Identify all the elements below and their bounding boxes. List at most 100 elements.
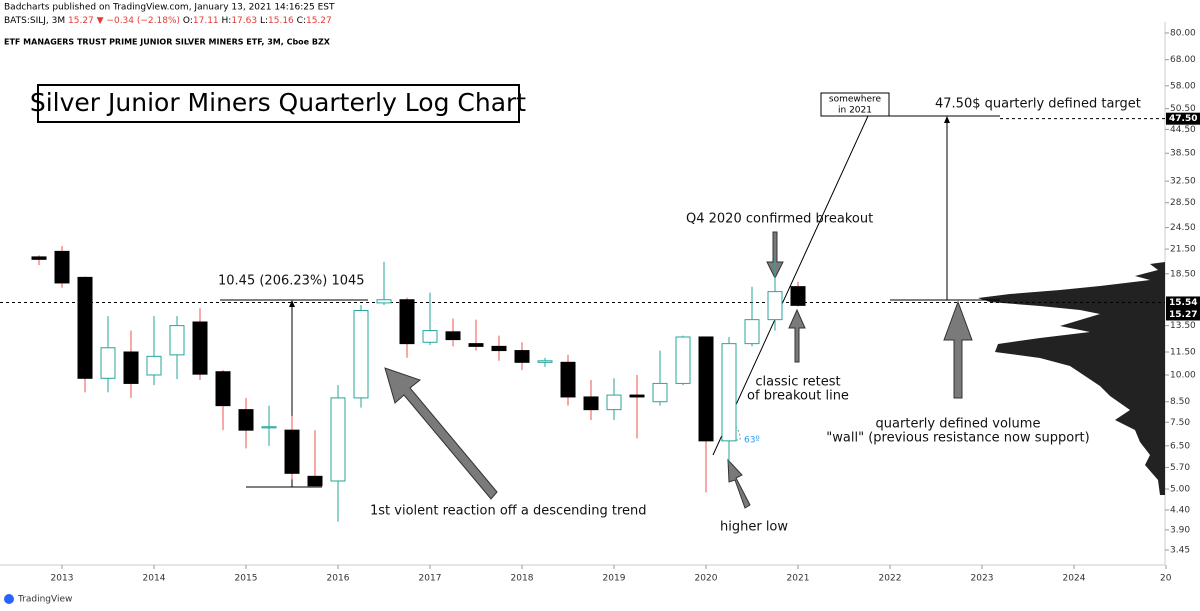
price-label: 15.54 <box>1169 298 1197 308</box>
candle-body <box>261 426 277 429</box>
drawings <box>220 115 1000 509</box>
candle-body <box>491 345 507 352</box>
y-tick-label: 50.50 <box>1170 104 1196 114</box>
x-tick-label: 2020 <box>695 574 718 584</box>
y-tick-label: 11.50 <box>1170 347 1196 357</box>
x-tick-label: 2021 <box>787 574 810 584</box>
symbol-line: BATS:SILJ, 3M 15.27 ▼ −0.34 (−2.18%) O:1… <box>4 16 332 26</box>
candle-body <box>123 351 139 384</box>
wall-arrow <box>943 300 973 399</box>
target-head <box>944 116 950 123</box>
candle-body <box>675 336 691 384</box>
x-tick-label: 2016 <box>327 574 350 584</box>
y-tick-label: 10.00 <box>1170 370 1196 380</box>
candle-body <box>629 394 645 398</box>
candle-body <box>445 331 461 341</box>
x-tick-label: 2023 <box>971 574 994 584</box>
header-part: 17.63 <box>231 16 257 26</box>
candle-body <box>238 409 254 431</box>
candle-body <box>652 382 668 403</box>
x-tick-label: 2013 <box>51 574 74 584</box>
y-tick-label: 4.40 <box>1170 506 1190 516</box>
trend-line <box>712 115 869 456</box>
candle-body <box>307 475 323 487</box>
header-part: L: <box>260 16 268 26</box>
x-tick-label: 2017 <box>419 574 442 584</box>
brand: TradingView <box>17 595 72 605</box>
annotation: in 2021 <box>838 106 872 116</box>
title-box <box>37 84 520 123</box>
candle-body <box>54 250 70 284</box>
y-tick-label: 38.50 <box>1170 149 1196 159</box>
y-tick-label: 18.50 <box>1170 269 1196 279</box>
y-tick-label: 13.50 <box>1170 321 1196 331</box>
brand-logo <box>4 594 14 604</box>
x-tick-label: 2022 <box>879 574 902 584</box>
candle-body <box>330 397 346 482</box>
measure-head <box>289 300 295 307</box>
header-part: H: <box>222 16 232 26</box>
candle-body <box>284 429 300 474</box>
y-tick-label: 44.50 <box>1170 125 1196 135</box>
y-tick-label: 7.50 <box>1170 418 1190 428</box>
publisher: Badcharts published on TradingView.com, … <box>4 3 335 13</box>
y-tick-label: 32.50 <box>1170 177 1196 187</box>
price-label: 15.27 <box>1169 310 1197 320</box>
y-tick-label: 5.70 <box>1170 463 1190 473</box>
y-tick-label: 8.50 <box>1170 397 1190 407</box>
somewhere-box <box>820 92 890 117</box>
x-tick-label: 2019 <box>603 574 626 584</box>
header-part: 15.27 <box>68 16 94 26</box>
candle-body <box>744 319 760 345</box>
candle-body <box>606 394 622 411</box>
higher-low-arrow <box>727 458 751 509</box>
annotation: of breakout line <box>747 389 849 404</box>
annotation: somewhere <box>829 95 882 105</box>
candle-body <box>790 286 806 306</box>
big-arrow <box>384 367 498 500</box>
candle-body <box>215 371 231 407</box>
candle-body <box>399 299 415 345</box>
candle-body <box>77 276 93 379</box>
y-tick-label: 3.45 <box>1170 546 1190 556</box>
header-part: O: <box>183 16 193 26</box>
annotation: 63º <box>744 436 760 446</box>
annotation: classic retest <box>755 375 840 390</box>
annotation: quarterly defined volume <box>876 417 1041 432</box>
annotation: higher low <box>720 520 788 535</box>
x-tick-label: 20 <box>1160 574 1172 584</box>
y-tick-label: 5.00 <box>1170 484 1190 494</box>
annotation: "wall" (previous resistance now support) <box>826 431 1089 446</box>
retest-arrow <box>788 308 806 363</box>
candle-body <box>767 291 783 321</box>
annotation: Q4 2020 confirmed breakout <box>686 212 873 227</box>
candle-body <box>583 396 599 411</box>
candle-body <box>100 347 116 379</box>
candle-body <box>376 299 392 304</box>
annotation: 10.45 (206.23%) 1045 <box>218 274 365 289</box>
candle-body <box>422 330 438 343</box>
price-label-box <box>1166 112 1200 125</box>
y-tick-label: 21.50 <box>1170 245 1196 255</box>
price-label: 47.50 <box>1169 114 1197 124</box>
candle-body <box>353 309 369 399</box>
header-part: 17.11 <box>193 16 219 26</box>
annotation: 1st violent reaction off a descending tr… <box>370 504 647 519</box>
breakout-arrow <box>766 231 784 280</box>
chart-title: Silver Junior Miners Quarterly Log Chart <box>30 88 526 117</box>
candle-body <box>468 343 484 347</box>
header-part: ▼ −0.34 (−2.18%) <box>97 16 180 26</box>
price-label-box <box>1166 308 1200 321</box>
y-tick-label: 80.00 <box>1170 28 1196 38</box>
y-tick-label: 28.50 <box>1170 198 1196 208</box>
y-tick-label: 6.50 <box>1170 441 1190 451</box>
volume-profile <box>978 262 1165 495</box>
annotation: 47.50$ quarterly defined target <box>935 97 1141 112</box>
candle-body <box>31 256 47 260</box>
candle-body <box>192 321 208 375</box>
x-tick-label: 2018 <box>511 574 534 584</box>
candle-body <box>146 355 162 376</box>
x-tick-label: 2014 <box>143 574 166 584</box>
candle-body <box>537 360 553 363</box>
